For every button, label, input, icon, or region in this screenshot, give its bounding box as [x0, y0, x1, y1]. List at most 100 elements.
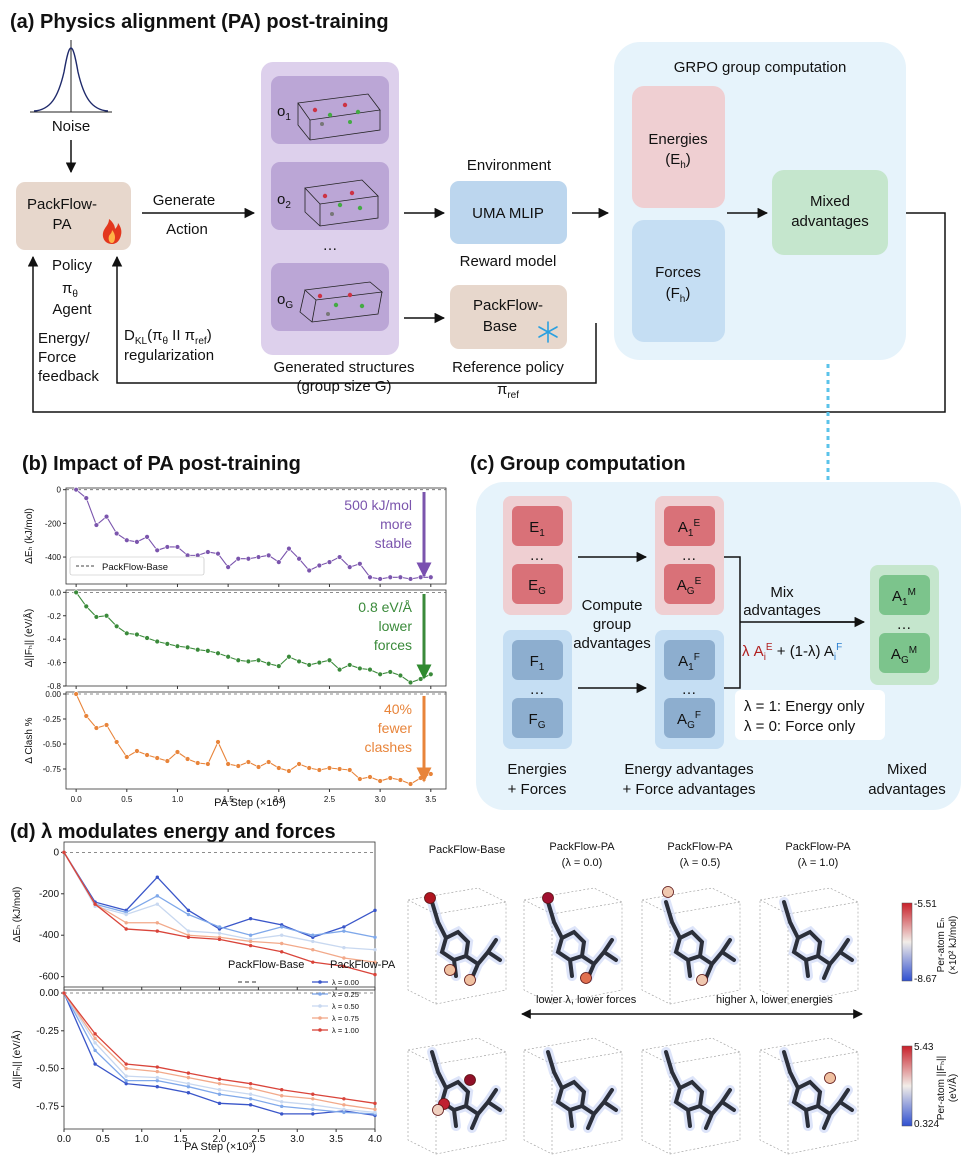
- cbar-energy-max: -5.51: [914, 899, 937, 910]
- legend-item-label: λ = 1.00: [332, 1026, 359, 1035]
- data-point: [93, 725, 100, 731]
- x-tick-label: 0.5: [121, 795, 133, 804]
- legend-marker: [318, 980, 322, 984]
- data-point: [93, 1062, 97, 1066]
- x-tick-label: 1.0: [135, 1134, 149, 1145]
- highlighted-atom: [424, 892, 436, 904]
- age-label: AGE: [677, 576, 702, 597]
- y-tick-label: 0.00: [40, 988, 60, 999]
- age-cell: [664, 564, 715, 604]
- panel-d-title: (d) λ modulates energy and forces: [10, 821, 336, 843]
- data-point: [367, 774, 373, 780]
- data-point: [357, 776, 363, 782]
- data-point: [93, 1048, 97, 1053]
- column-title-pa05-line2: (λ = 0.5): [680, 857, 721, 869]
- panel-c-title: (c) Group computation: [470, 453, 686, 475]
- y-tick-label: 0: [57, 486, 62, 495]
- data-point: [83, 495, 89, 501]
- bonds: [782, 900, 854, 980]
- molecule-cell: [759, 887, 859, 1005]
- data-point: [93, 1041, 97, 1045]
- y-axis-label: Δ||Fₕ|| (eV/Å): [22, 609, 35, 667]
- legend-box: [69, 556, 205, 576]
- structure-card-1: o1: [271, 76, 389, 144]
- compute-line3: advantages: [573, 635, 651, 652]
- policy-symbol: πθ: [62, 280, 78, 300]
- panel-d-energy-subplot: 0 -200 -400 -600 ΔEₕ (kJ/mol): [12, 841, 377, 990]
- compute-line1: Compute: [582, 597, 643, 614]
- data-point: [93, 522, 100, 528]
- am-ellipsis: …: [897, 616, 912, 633]
- legend-item-label: λ = 0.00: [332, 978, 359, 987]
- data-point: [155, 1078, 159, 1083]
- data-point: [387, 669, 393, 675]
- bonds: [664, 900, 736, 980]
- data-point: [174, 643, 181, 649]
- molecule-skeleton: [546, 900, 618, 980]
- data-point: [62, 850, 66, 855]
- molecule-skeleton: [782, 900, 854, 980]
- data-point: [417, 574, 424, 580]
- data-point: [155, 1069, 159, 1074]
- data-point: [155, 1075, 159, 1080]
- data-point: [83, 713, 89, 719]
- molecule-skeleton: [664, 900, 736, 980]
- data-point: [387, 574, 393, 580]
- fire-icon: [102, 219, 122, 244]
- structure-label-g: oG: [277, 291, 293, 311]
- x-tick-label: 0.0: [57, 1134, 71, 1145]
- cbar-force-label2: (eV/Å): [946, 1074, 959, 1102]
- data-point: [134, 631, 140, 638]
- data-point: [255, 764, 262, 770]
- e1-label: E1: [529, 519, 545, 539]
- x-tick-label: 2.0: [273, 795, 285, 804]
- data-point: [377, 778, 383, 784]
- noise-curve: [30, 40, 112, 113]
- data-point: [217, 931, 222, 935]
- fg-label: FG: [529, 711, 546, 731]
- data-point: [255, 657, 262, 663]
- annotation-text: more: [380, 516, 412, 532]
- highlighted-atom: [464, 974, 476, 986]
- annotation-text: stable: [375, 535, 413, 551]
- y-axis-label: ΔEₕ (kJ/mol): [12, 887, 23, 943]
- data-point: [311, 933, 315, 937]
- eg-cell: [512, 564, 563, 604]
- data-point: [336, 554, 343, 560]
- legend-label: PackFlow-Base: [102, 562, 168, 573]
- y-tick-label: -0.50: [36, 1064, 59, 1075]
- kl-feedback-path: [111, 255, 597, 384]
- data-point: [367, 574, 373, 580]
- data-point: [311, 1103, 315, 1107]
- panel-d-force-subplot: 0.00 -0.25 -0.50 -0.75 0.0 0.5 1.0 1.5 2.0 2.5 3.0…: [10, 988, 382, 1145]
- highlighted-atom: [542, 892, 554, 904]
- a1e-label: A1E: [678, 518, 701, 539]
- data-point: [93, 614, 100, 620]
- data-point: [280, 1112, 284, 1116]
- legend-base-title: PackFlow-Base: [228, 959, 304, 971]
- data-point: [296, 556, 302, 562]
- data-point: [342, 964, 346, 968]
- y-tick-label: -0.8: [47, 682, 61, 691]
- x-tick-label: 3.0: [375, 795, 387, 804]
- generated-caption-1: Generated structures: [274, 359, 415, 376]
- x-tick-label: 3.0: [290, 1134, 304, 1145]
- annotation-text: fewer: [378, 720, 413, 736]
- mix-formula: λ AiE + (1-λ) AiF: [742, 642, 842, 663]
- data-point: [397, 672, 404, 679]
- packflow-base-line1: PackFlow-: [473, 297, 543, 314]
- data-point: [113, 739, 120, 745]
- molecule-grid: [407, 886, 859, 1155]
- data-point: [286, 545, 292, 552]
- data-point: [186, 929, 191, 933]
- reward-model-label: Reward model: [460, 253, 557, 270]
- forces-symbol: (Fh): [666, 285, 691, 305]
- agm-cell: [879, 633, 930, 673]
- data-point: [428, 574, 434, 580]
- x-tick-label: 1.0: [172, 795, 184, 804]
- y-tick-label: -0.50: [43, 740, 62, 749]
- data-point: [155, 1084, 159, 1089]
- data-point: [347, 662, 353, 668]
- data-point: [255, 554, 262, 560]
